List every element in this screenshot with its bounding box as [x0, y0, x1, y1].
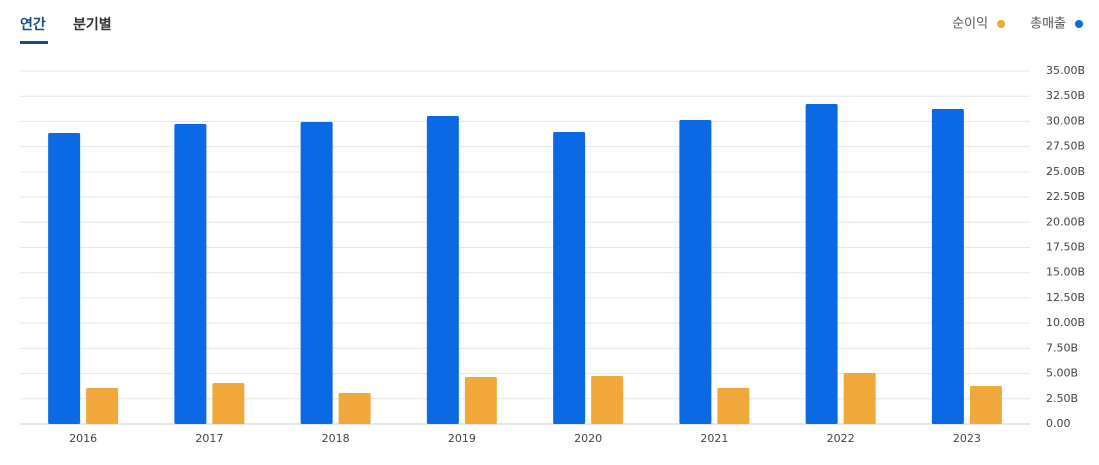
x-tick-label: 2021 — [700, 432, 728, 445]
bar — [300, 122, 333, 424]
y-tick-label: 10.00B — [1046, 316, 1085, 329]
y-tick-label: 35.00B — [1046, 64, 1085, 77]
bar — [174, 124, 207, 425]
legend-dot — [1075, 20, 1083, 28]
y-tick-label: 22.50B — [1046, 190, 1085, 203]
y-tick-label: 2.50B — [1046, 392, 1078, 405]
bar — [48, 133, 81, 424]
bar — [805, 103, 838, 424]
bar — [212, 382, 245, 424]
y-tick-label: 5.00B — [1046, 367, 1078, 380]
y-tick-label: 12.50B — [1046, 291, 1085, 304]
x-tick-label: 2023 — [953, 432, 981, 445]
x-tick-label: 2022 — [827, 432, 855, 445]
tab[interactable]: 분기별 — [73, 16, 112, 33]
y-tick-label: 20.00B — [1046, 215, 1085, 228]
x-tick-label: 2020 — [574, 432, 602, 445]
bar — [969, 385, 1002, 424]
bar — [464, 377, 497, 424]
legend-label: 총매출 — [1030, 17, 1066, 32]
bar — [338, 393, 371, 424]
x-tick-label: 2017 — [195, 432, 223, 445]
legend-dot — [997, 20, 1006, 28]
y-tick-label: 30.00B — [1046, 114, 1085, 127]
tab-underline — [20, 41, 48, 44]
y-tick-label: 27.50B — [1046, 140, 1085, 153]
y-tick-label: 17.50B — [1046, 241, 1085, 254]
y-tick-label: 15.00B — [1046, 266, 1085, 279]
bar — [717, 387, 750, 424]
y-tick-label: 0.00 — [1046, 417, 1071, 430]
x-tick-label: 2016 — [69, 432, 97, 445]
bar — [553, 132, 586, 425]
bar — [679, 120, 712, 424]
y-tick-label: 25.00B — [1046, 165, 1085, 178]
bar — [86, 387, 119, 424]
legend-label: 순이익 — [952, 17, 988, 32]
y-tick-label: 7.50B — [1046, 341, 1078, 354]
bar — [843, 372, 876, 424]
bar — [591, 375, 624, 424]
y-tick-label: 32.50B — [1046, 89, 1085, 102]
x-tick-label: 2019 — [448, 432, 476, 445]
bar — [931, 109, 964, 425]
tab[interactable]: 연간 — [20, 16, 46, 33]
bar — [426, 115, 459, 424]
x-tick-label: 2018 — [322, 432, 350, 445]
